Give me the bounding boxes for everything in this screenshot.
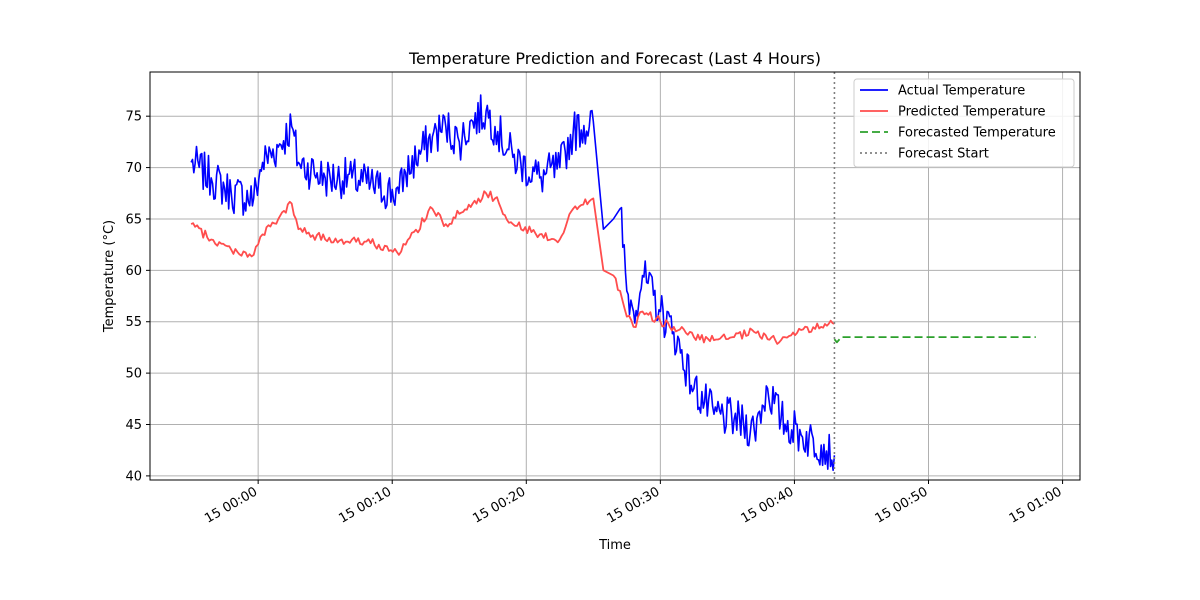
series-line-predicted-temperature <box>190 190 835 345</box>
y-tick-label: 75 <box>125 110 142 125</box>
legend-box <box>853 78 1075 168</box>
y-axis: 40 45 50 55 60 65 70 75 <box>125 110 150 484</box>
y-tick-label: 60 <box>125 264 142 279</box>
legend-label-forecasted-temperature: Forecasted Temperature <box>898 126 1056 141</box>
plot-area <box>190 72 1036 480</box>
axes-frame <box>149 71 1081 481</box>
y-tick-label: 70 <box>125 161 142 176</box>
chart-title: Temperature Prediction and Forecast (Las… <box>408 49 821 68</box>
y-tick-label: 55 <box>125 315 142 330</box>
series-line-forecasted-temperature <box>833 336 1036 344</box>
y-tick-label: 45 <box>125 418 142 433</box>
legend: Actual Temperature Predicted Temperature F… <box>853 78 1075 168</box>
series-line-actual-temperature <box>190 94 836 472</box>
x-axis-label: Time <box>598 538 631 553</box>
legend-label-actual-temperature: Actual Temperature <box>898 84 1025 99</box>
legend-label-predicted-temperature: Predicted Temperature <box>898 105 1046 120</box>
y-tick-label: 40 <box>125 469 142 484</box>
y-tick-label: 50 <box>125 367 142 382</box>
y-axis-label: Temperature (°C) <box>102 220 117 333</box>
grid <box>150 72 1080 480</box>
y-tick-label: 65 <box>125 212 142 227</box>
legend-label-forecast-start: Forecast Start <box>898 147 989 162</box>
